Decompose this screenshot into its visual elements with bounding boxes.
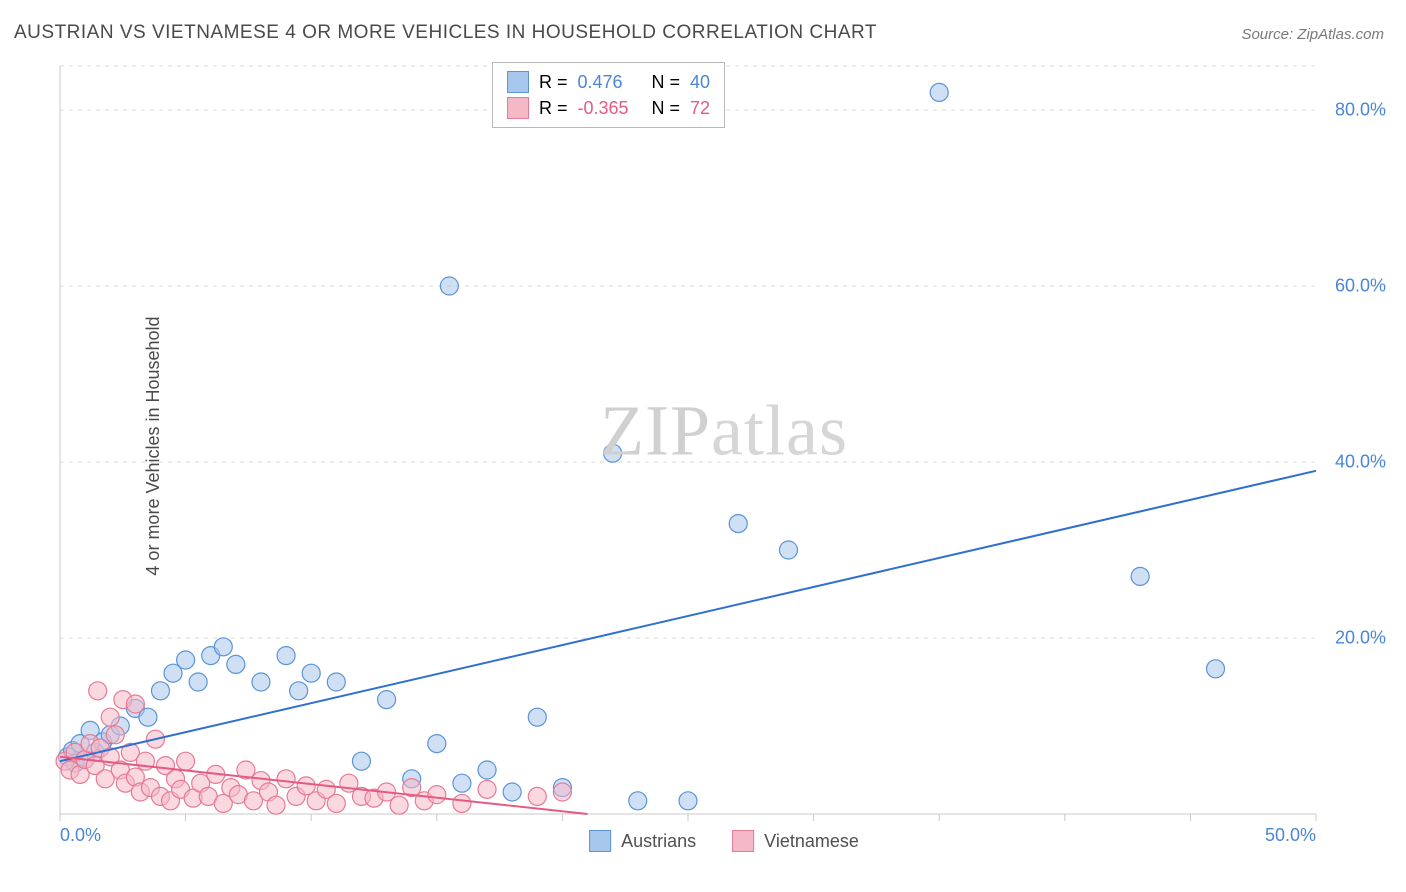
legend-label-vietnamese: Vietnamese [764, 831, 859, 852]
legend-swatch-vietnamese-icon [732, 830, 754, 852]
chart-title: AUSTRIAN VS VIETNAMESE 4 OR MORE VEHICLE… [14, 22, 877, 44]
swatch-vietnamese-icon [507, 97, 529, 119]
y-tick-label: 60.0% [1335, 276, 1386, 297]
y-tick-label: 80.0% [1335, 100, 1386, 121]
legend-swatch-austrians-icon [589, 830, 611, 852]
n-label: N = [652, 95, 681, 121]
swatch-austrians-icon [507, 71, 529, 93]
legend-item-austrians: Austrians [589, 830, 696, 852]
r-label: R = [539, 69, 568, 95]
source-label: Source: ZipAtlas.com [1241, 26, 1384, 43]
stats-row-austrians: R = 0.476 N = 40 [507, 69, 710, 95]
r-value-vietnamese: -0.365 [578, 95, 642, 121]
r-value-austrians: 0.476 [578, 69, 642, 95]
legend-label-austrians: Austrians [621, 831, 696, 852]
y-tick-label: 40.0% [1335, 452, 1386, 473]
y-tick-label: 20.0% [1335, 628, 1386, 649]
x-tick-label: 0.0% [60, 825, 101, 846]
x-tick-label: 50.0% [1265, 825, 1316, 846]
chart-svg [54, 60, 1394, 850]
r-label: R = [539, 95, 568, 121]
chart-plot-area: ZIPatlas R = 0.476 N = 40 R = -0.365 N =… [54, 60, 1394, 850]
n-value-austrians: 40 [690, 69, 710, 95]
stats-legend: R = 0.476 N = 40 R = -0.365 N = 72 [492, 62, 725, 128]
n-label: N = [652, 69, 681, 95]
legend-item-vietnamese: Vietnamese [732, 830, 859, 852]
stats-row-vietnamese: R = -0.365 N = 72 [507, 95, 710, 121]
n-value-vietnamese: 72 [690, 95, 710, 121]
series-legend: Austrians Vietnamese [589, 830, 859, 852]
